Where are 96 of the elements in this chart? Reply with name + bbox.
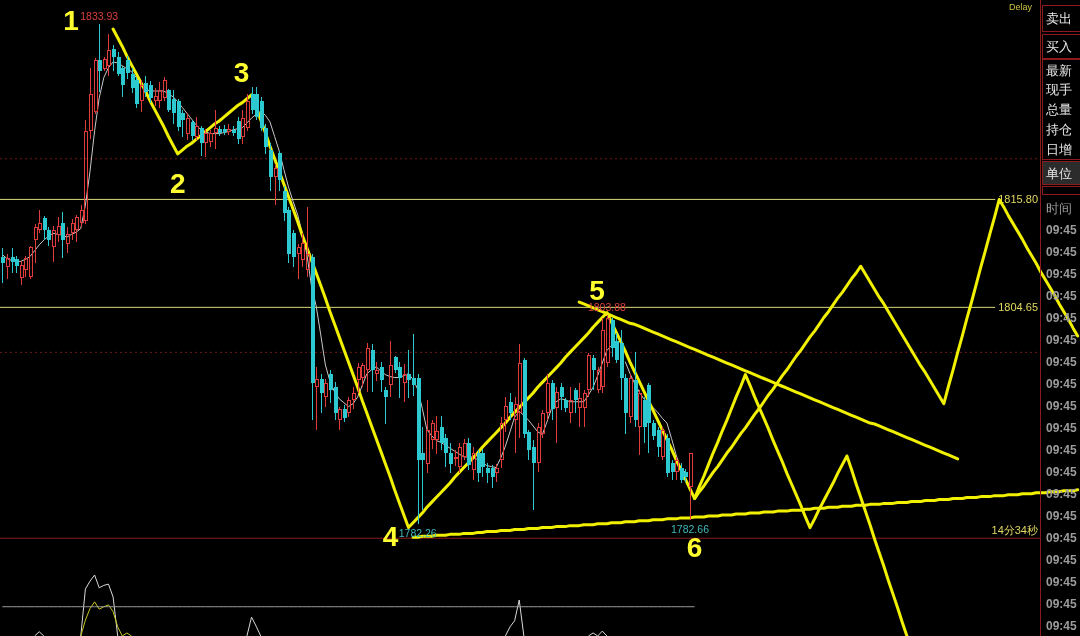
candlestick (508, 392, 513, 421)
candlestick (226, 123, 231, 136)
candlestick (190, 119, 195, 141)
candlestick (273, 163, 278, 206)
annotation: 4 (382, 520, 399, 552)
candlestick (633, 351, 638, 428)
candlestick (70, 218, 75, 241)
candlestick (554, 386, 559, 444)
candlestick (674, 456, 679, 481)
candlestick (388, 340, 393, 398)
annotation: 09:45 (1046, 443, 1078, 457)
annotation: 3 (233, 56, 250, 88)
annotation: Delay (1008, 2, 1033, 12)
candlestick (568, 386, 573, 424)
y-tick-label: 1804.65 (998, 301, 1038, 314)
annotation: 09:45 (1046, 399, 1078, 413)
candlestick (314, 366, 319, 431)
annotation: 09:45 (1046, 223, 1078, 237)
candlestick (65, 226, 70, 254)
annotation: 最新 (1046, 63, 1072, 78)
annotation: 09:45 (1046, 377, 1078, 391)
candlestick (83, 119, 88, 225)
candlestick (323, 378, 328, 408)
candlestick (185, 112, 190, 141)
annotation: 09:45 (1046, 465, 1078, 479)
candlestick (402, 363, 407, 403)
candlestick (310, 253, 315, 421)
candlestick (111, 44, 116, 72)
candlestick (342, 404, 347, 423)
annotation: 时间 (1046, 201, 1072, 216)
candlestick (139, 79, 144, 113)
annotation: 1782.66 (671, 523, 710, 536)
candlestick (628, 373, 633, 424)
annotation: 单位 (1046, 166, 1072, 181)
candlestick (356, 362, 361, 394)
candlestick (19, 260, 24, 286)
annotation: 1833.93 (80, 9, 119, 22)
annotation: 买入 (1046, 39, 1072, 54)
candlestick (97, 23, 102, 93)
candlestick (5, 253, 10, 280)
candlestick (665, 433, 670, 478)
candlestick (370, 343, 375, 393)
candlestick (0, 247, 5, 284)
candlestick (550, 379, 555, 421)
candlestick (106, 33, 111, 77)
candlestick (466, 437, 471, 471)
annotation: 09:45 (1046, 619, 1078, 633)
annotation: 09:45 (1046, 355, 1078, 369)
candlestick (448, 442, 453, 474)
candlestick (217, 125, 222, 137)
candlestick (637, 389, 642, 456)
annotation: 2 (169, 167, 186, 199)
annotation: 09:45 (1046, 553, 1078, 567)
annotation: 持仓 (1046, 122, 1072, 137)
candlestick (494, 463, 499, 483)
annotation: 现手 (1046, 82, 1072, 97)
candlestick (679, 462, 684, 484)
annotation: 1782.26 (398, 527, 437, 540)
candlestick (457, 442, 462, 474)
candlestick (10, 247, 15, 274)
candlestick (591, 354, 596, 391)
candlestick (319, 373, 324, 414)
candlestick (471, 446, 476, 481)
annotation: 09:45 (1046, 597, 1078, 611)
candlestick (476, 449, 481, 483)
candlestick (337, 406, 342, 431)
ref-line-label: 14分34秒 (991, 524, 1038, 537)
candlestick (346, 396, 351, 418)
annotation: 日增 (1046, 142, 1072, 157)
annotation: 09:45 (1046, 333, 1078, 347)
annotation: 09:45 (1046, 575, 1078, 589)
candlestick (434, 415, 439, 455)
annotation: 09:45 (1046, 421, 1078, 435)
annotation: 1 (63, 5, 79, 37)
candlestick (194, 116, 199, 141)
annotation: 卖出 (1046, 11, 1072, 26)
annotation: 09:45 (1046, 245, 1078, 259)
candlestick (213, 109, 218, 150)
candlestick (268, 142, 273, 192)
candlestick (646, 382, 651, 454)
candlestick (545, 373, 550, 421)
annotation: 09:45 (1046, 531, 1078, 545)
candlestick (573, 387, 578, 414)
candlestick (351, 386, 356, 410)
annotation: 09:45 (1046, 509, 1078, 523)
candlestick (199, 125, 204, 157)
candlestick (480, 448, 485, 478)
annotation: 总量 (1045, 102, 1072, 117)
candlestick (60, 211, 65, 259)
candlestick (559, 382, 564, 411)
candlestick (688, 452, 693, 521)
y-tick-label: 1815.80 (998, 193, 1038, 206)
candlestick (660, 426, 665, 461)
annotation: 09:45 (1046, 267, 1078, 281)
candlestick (277, 150, 282, 192)
candlestick (374, 361, 379, 382)
